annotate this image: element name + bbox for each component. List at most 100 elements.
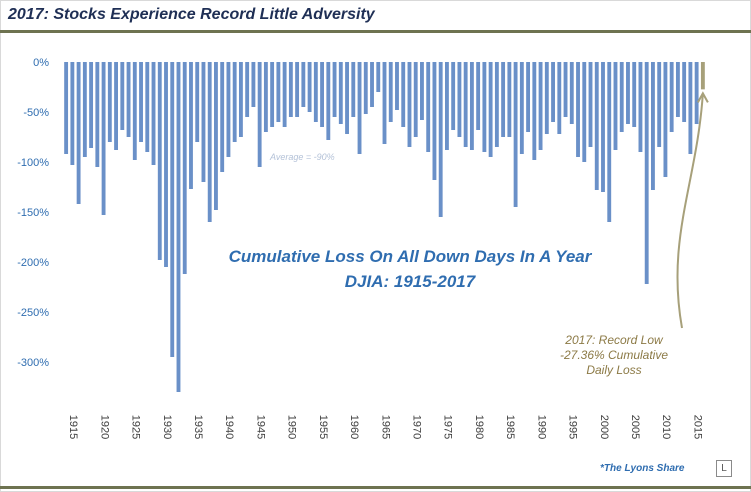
bar xyxy=(251,62,256,107)
bar xyxy=(594,62,599,190)
bar xyxy=(613,62,618,150)
bar xyxy=(270,62,275,127)
x-tick-label: 1995 xyxy=(567,415,579,439)
bar xyxy=(107,62,112,142)
bar xyxy=(444,62,449,150)
bar xyxy=(657,62,662,147)
bar xyxy=(307,62,312,112)
bar xyxy=(675,62,680,117)
bar xyxy=(694,62,699,124)
bar xyxy=(519,62,524,154)
record-line-3: Daily Loss xyxy=(586,363,642,377)
bars xyxy=(64,62,705,392)
bar xyxy=(332,62,337,117)
bar xyxy=(145,62,150,152)
bar xyxy=(551,62,555,122)
bar xyxy=(351,62,356,117)
bar xyxy=(395,62,399,110)
bar xyxy=(532,62,537,160)
bar xyxy=(295,62,300,117)
bar xyxy=(157,62,162,260)
bar xyxy=(232,62,237,142)
x-tick-label: 1965 xyxy=(379,415,391,439)
bar xyxy=(563,62,568,117)
x-axis: 1915 1920 1925 1930 1935 1940 1945 1950 1955 1960… xyxy=(67,415,703,439)
x-tick-label: 1940 xyxy=(223,415,235,439)
bar xyxy=(644,62,649,284)
bar xyxy=(126,62,131,137)
bar xyxy=(301,62,306,107)
bar xyxy=(619,62,624,132)
bar xyxy=(432,62,437,180)
y-tick-label: -150% xyxy=(17,207,49,219)
bar xyxy=(195,62,200,142)
bar xyxy=(651,62,655,190)
bar xyxy=(682,62,687,122)
x-tick-label: 1975 xyxy=(442,415,454,439)
bar xyxy=(288,62,293,117)
bar xyxy=(569,62,574,124)
record-annotation: 2017: Record Low -27.36% Cumulative Dail… xyxy=(538,333,690,378)
bar xyxy=(607,62,612,222)
bar xyxy=(494,62,499,147)
annotation-arrow xyxy=(676,93,704,329)
bar xyxy=(64,62,69,154)
bar xyxy=(76,62,81,204)
bar xyxy=(132,62,137,160)
bar xyxy=(164,62,168,267)
bar xyxy=(257,62,262,167)
chart-header-title: 2017: Stocks Experience Record Little Ad… xyxy=(8,6,375,23)
record-line-1: 2017: Record Low xyxy=(565,333,663,347)
bar xyxy=(326,62,331,140)
bar xyxy=(207,62,212,222)
bar xyxy=(95,62,100,167)
y-tick-label: -50% xyxy=(23,107,49,119)
bar xyxy=(151,62,156,165)
bar xyxy=(463,62,468,147)
bar xyxy=(189,62,193,189)
bar xyxy=(176,62,181,392)
bar xyxy=(313,62,318,122)
bar xyxy=(488,62,493,157)
footer-divider xyxy=(0,486,751,489)
bar xyxy=(688,62,693,154)
bar xyxy=(457,62,462,137)
x-tick-label: 1950 xyxy=(286,415,298,439)
y-tick-label: -200% xyxy=(17,257,49,269)
x-tick-label: 1925 xyxy=(130,415,142,439)
bar xyxy=(120,62,125,130)
lyons-logo: L xyxy=(716,460,732,477)
y-tick-label: 0% xyxy=(33,57,49,69)
bar xyxy=(576,62,580,157)
bar xyxy=(426,62,431,152)
bar xyxy=(345,62,349,134)
bar xyxy=(101,62,106,215)
bar xyxy=(201,62,206,182)
bar xyxy=(282,62,287,127)
bar xyxy=(363,62,368,114)
bar xyxy=(82,62,87,157)
chart-title: Cumulative Loss On All Down Days In A Ye… xyxy=(228,247,592,266)
x-tick-label: 1960 xyxy=(348,415,360,439)
bar xyxy=(89,62,94,148)
y-axis: 0% -50% -100% -150% -200% -250% -300% xyxy=(17,57,49,369)
bar xyxy=(669,62,674,132)
bar xyxy=(420,62,424,120)
record-line-2: -27.36% Cumulative xyxy=(559,348,669,362)
bar xyxy=(370,62,374,107)
y-tick-label: -300% xyxy=(17,357,49,369)
bar xyxy=(357,62,362,154)
bar xyxy=(526,62,531,132)
bar xyxy=(557,62,562,134)
x-tick-label: 1970 xyxy=(410,415,422,439)
chart-annotation: Cumulative Loss On All Down Days In A Ye… xyxy=(170,244,650,294)
bar xyxy=(601,62,605,192)
bar xyxy=(170,62,175,357)
bar xyxy=(401,62,406,127)
bar xyxy=(632,62,637,127)
bar xyxy=(238,62,243,137)
bar xyxy=(469,62,474,150)
bar xyxy=(507,62,512,137)
bar xyxy=(476,62,481,130)
